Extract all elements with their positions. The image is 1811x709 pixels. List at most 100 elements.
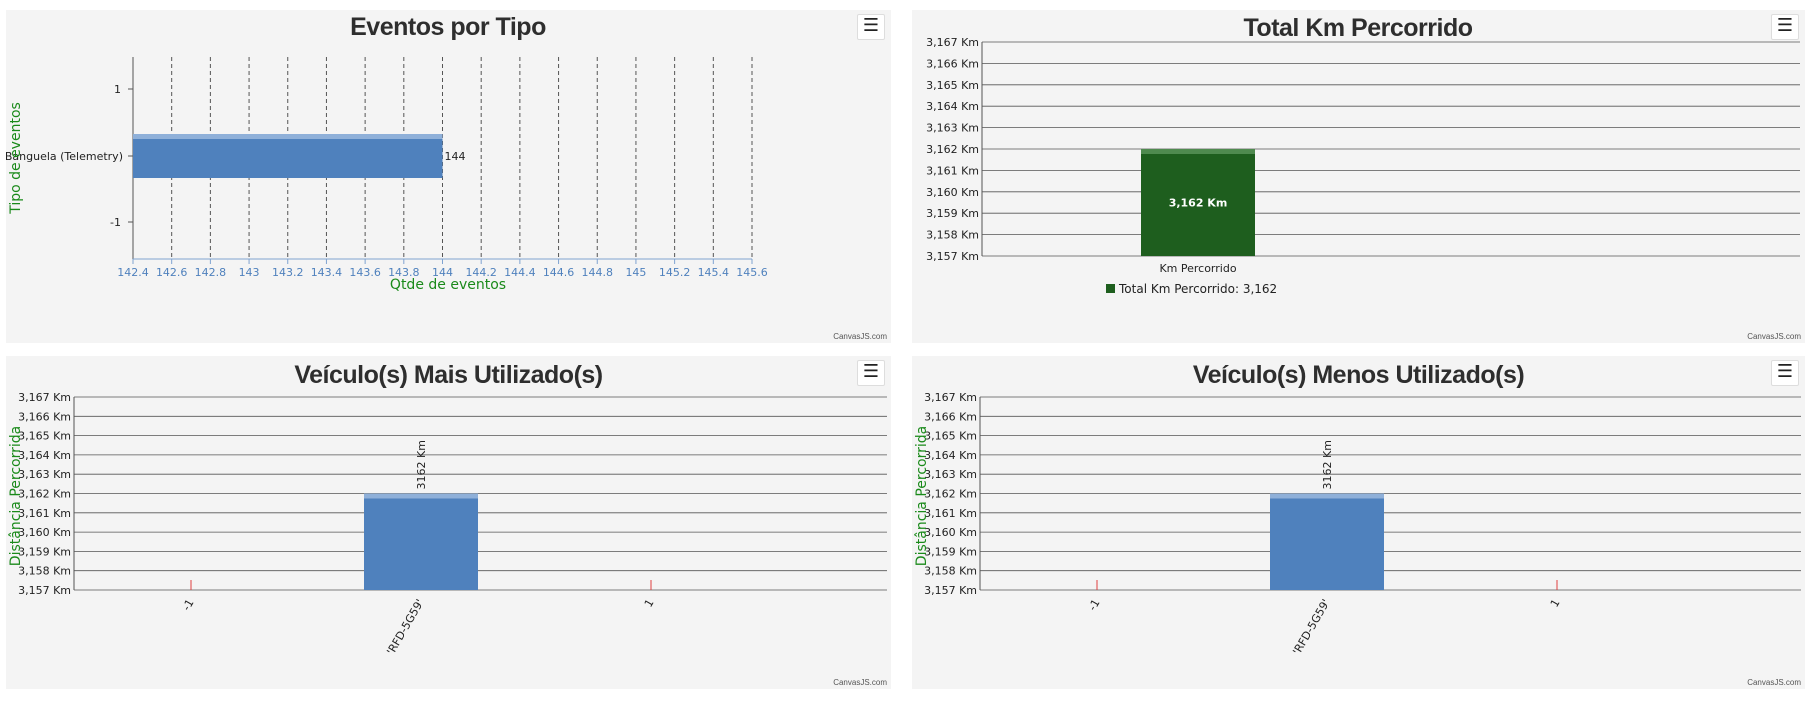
y-tick-label: -1	[110, 216, 121, 229]
x-tick-label: 142.8	[195, 266, 227, 279]
data-label: 3,162 Km	[1169, 197, 1228, 210]
bar	[1141, 149, 1255, 256]
chart-panel-total-km: Total Km Percorrido 3,157 Km 3,158 Km 3,159…	[912, 10, 1805, 343]
x-tick-label: 143.6	[349, 266, 381, 279]
y-tick-label: 3,161 Km	[926, 164, 979, 177]
chart-menu-button[interactable]: ☰	[1771, 360, 1799, 386]
bar-highlight	[1141, 149, 1255, 154]
chart-credit[interactable]: CanvasJS.com	[1747, 332, 1801, 341]
y-tick-label: 3,167 Km	[18, 391, 71, 404]
bar-highlight	[133, 134, 443, 139]
bar	[364, 493, 478, 590]
y-tick-label: 3,158 Km	[924, 565, 977, 578]
chart-title: Veículo(s) Menos Utilizado(s)	[1193, 361, 1525, 389]
x-tick-label: 144.6	[543, 266, 575, 279]
x-tick-label: 144.4	[504, 266, 536, 279]
bar-highlight	[1270, 493, 1384, 499]
hamburger-icon: ☰	[862, 361, 880, 382]
y-tick-label: 3,157 Km	[926, 250, 979, 263]
y-tick-label: 3,161 Km	[18, 507, 71, 520]
y-tick-label: 3,163 Km	[18, 468, 71, 481]
chart-menu-button[interactable]: ☰	[1771, 14, 1799, 40]
chart-panel-veiculos-mais: Veículo(s) Mais Utilizado(s) 3,157 Km 3,15…	[6, 356, 891, 689]
chart-eventos-por-tipo: Eventos por Tipo 142.4 142.6 142.8 143 143.2 1…	[6, 13, 768, 293]
data-label: 3162 Km	[415, 440, 428, 489]
y-tick-label: 3,162 Km	[18, 488, 71, 501]
hamburger-icon: ☰	[862, 15, 880, 36]
chart-veiculos-mais: Veículo(s) Mais Utilizado(s) 3,157 Km 3,15…	[8, 361, 887, 657]
y-tick-label: 3,166 Km	[926, 57, 979, 70]
y-tick-label: 3,157 Km	[924, 584, 977, 597]
data-label: 144	[445, 150, 466, 163]
chart-panel-veiculos-menos: Veículo(s) Menos Utilizado(s) 3,157 Km 3,1…	[912, 356, 1805, 689]
x-tick-label: 144	[432, 266, 453, 279]
y-tick-label: 3,159 Km	[18, 545, 71, 558]
y-tick-label: 3,166 Km	[18, 410, 71, 423]
chart-title: Total Km Percorrido	[1244, 14, 1473, 42]
x-category-label: 1	[1548, 597, 1563, 610]
y-tick-label: 3,159 Km	[924, 545, 977, 558]
hamburger-icon: ☰	[1776, 361, 1794, 382]
category-label: Banguela (Telemetry)	[6, 150, 123, 163]
y-tick-label: 3,165 Km	[926, 79, 979, 92]
x-axis-title: Qtde de eventos	[390, 277, 506, 293]
y-tick-label: 3,163 Km	[926, 122, 979, 135]
y-tick-label: 1	[114, 83, 121, 96]
chart-menu-button[interactable]: ☰	[857, 360, 885, 386]
x-category-label: 1	[642, 597, 657, 610]
y-tick-label: 3,162 Km	[926, 143, 979, 156]
x-category-label: Km Percorrido	[1159, 262, 1236, 275]
y-tick-label: 3,165 Km	[18, 430, 71, 443]
y-axis-title: Distância Percorrida	[8, 426, 24, 566]
y-tick-label: 3,160 Km	[18, 526, 71, 539]
chart-credit[interactable]: CanvasJS.com	[833, 678, 887, 687]
chart-credit[interactable]: CanvasJS.com	[1747, 678, 1801, 687]
chart-panel-eventos-por-tipo: Eventos por Tipo 142.4 142.6 142.8 143 143.2 1…	[6, 10, 891, 343]
y-tick-label: 3,157 Km	[18, 584, 71, 597]
y-tick-label: 3,160 Km	[924, 526, 977, 539]
x-tick-label: 142.6	[156, 266, 188, 279]
x-tick-label: 145.4	[698, 266, 730, 279]
x-category-label: 'RFD-5G59'	[384, 597, 426, 657]
x-tick-label: 143.8	[388, 266, 420, 279]
x-category-label: -1	[1086, 597, 1103, 613]
x-tick-label: 142.4	[117, 266, 149, 279]
chart-title: Eventos por Tipo	[350, 13, 546, 41]
x-tick-label: 144.2	[465, 266, 497, 279]
y-tick-label: 3,159 Km	[926, 207, 979, 220]
y-tick-label: 3,158 Km	[18, 565, 71, 578]
y-tick-label: 3,164 Km	[924, 449, 977, 462]
x-tick-label: 144.8	[582, 266, 614, 279]
chart-menu-button[interactable]: ☰	[857, 14, 885, 40]
y-tick-label: 3,164 Km	[18, 449, 71, 462]
chart-credit[interactable]: CanvasJS.com	[833, 332, 887, 341]
y-tick-label: 3,166 Km	[924, 410, 977, 423]
bar-highlight	[364, 493, 478, 499]
hamburger-icon: ☰	[1776, 15, 1794, 36]
y-tick-label: 3,158 Km	[926, 229, 979, 242]
y-tick-label: 3,167 Km	[924, 391, 977, 404]
x-tick-label: 145.6	[736, 266, 768, 279]
data-label: 3162 Km	[1321, 440, 1334, 489]
x-tick-label: 145.2	[659, 266, 691, 279]
chart-title: Veículo(s) Mais Utilizado(s)	[294, 361, 602, 389]
y-axis-title: Distância Percorrida	[914, 426, 930, 566]
bar	[1270, 493, 1384, 590]
y-tick-label: 3,165 Km	[924, 430, 977, 443]
x-tick-label: 145	[625, 266, 646, 279]
y-axis-title: Tipo de eventos	[8, 102, 24, 215]
x-tick-label: 143.4	[311, 266, 343, 279]
chart-veiculos-menos: Veículo(s) Menos Utilizado(s) 3,157 Km 3,1…	[914, 361, 1801, 657]
y-tick-label: 3,164 Km	[926, 100, 979, 113]
legend-label: Total Km Percorrido: 3,162	[1118, 282, 1277, 296]
legend-marker	[1106, 284, 1115, 293]
y-tick-label: 3,167 Km	[926, 36, 979, 49]
x-tick-label: 143	[239, 266, 260, 279]
y-tick-label: 3,162 Km	[924, 488, 977, 501]
y-tick-label: 3,163 Km	[924, 468, 977, 481]
y-tick-label: 3,161 Km	[924, 507, 977, 520]
x-category-label: -1	[180, 597, 197, 613]
x-category-label: 'RFD-5G59'	[1290, 597, 1332, 657]
x-tick-label: 143.2	[272, 266, 304, 279]
bar	[133, 134, 443, 178]
